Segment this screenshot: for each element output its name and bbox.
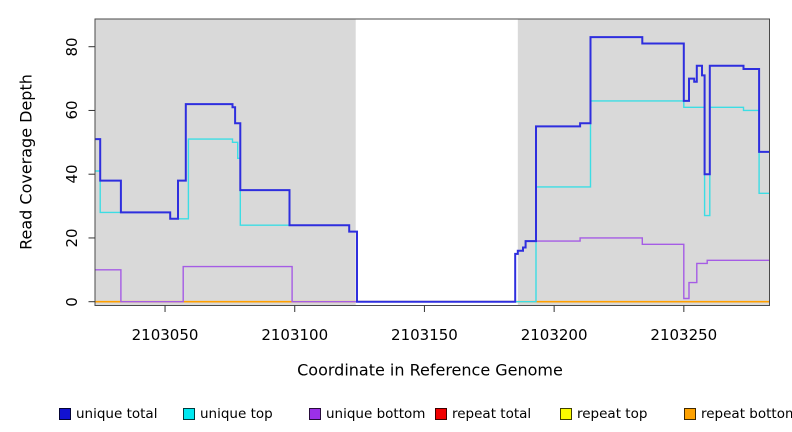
x-tick-label: 2103100 bbox=[261, 326, 329, 344]
legend-label: repeat bottom bbox=[701, 406, 792, 422]
legend-label: unique top bbox=[200, 406, 273, 422]
legend-swatch-unique-total bbox=[59, 408, 71, 420]
legend-label: unique bottom bbox=[326, 406, 426, 422]
legend-swatch-repeat-total bbox=[435, 408, 447, 420]
legend-swatch-unique-top bbox=[183, 408, 195, 420]
y-tick-label: 80 bbox=[63, 37, 81, 57]
x-tick-label: 2103250 bbox=[650, 326, 718, 344]
legend-label: repeat total bbox=[452, 406, 532, 422]
y-axis-title: Read Coverage Depth bbox=[16, 74, 36, 250]
legend-label: unique total bbox=[76, 406, 158, 422]
y-tick-label: 60 bbox=[63, 100, 81, 120]
x-tick-label: 2103200 bbox=[520, 326, 588, 344]
legend-label: repeat top bbox=[577, 406, 648, 422]
legend-swatch-unique-bottom bbox=[309, 408, 321, 420]
x-axis-title: Coordinate in Reference Genome bbox=[297, 360, 563, 380]
x-tick-label: 2103150 bbox=[391, 326, 458, 344]
y-tick-label: 40 bbox=[63, 164, 81, 184]
masked-region bbox=[355, 19, 518, 306]
legend-swatch-repeat-top bbox=[560, 408, 572, 420]
y-tick-label: 20 bbox=[63, 228, 81, 248]
series-unique-total-line bbox=[95, 36, 770, 303]
x-tick-label: 2103050 bbox=[131, 326, 199, 344]
y-tick-label: 0 bbox=[63, 296, 81, 307]
legend-swatch-repeat-bottom bbox=[684, 408, 696, 420]
plot-box bbox=[94, 18, 770, 306]
